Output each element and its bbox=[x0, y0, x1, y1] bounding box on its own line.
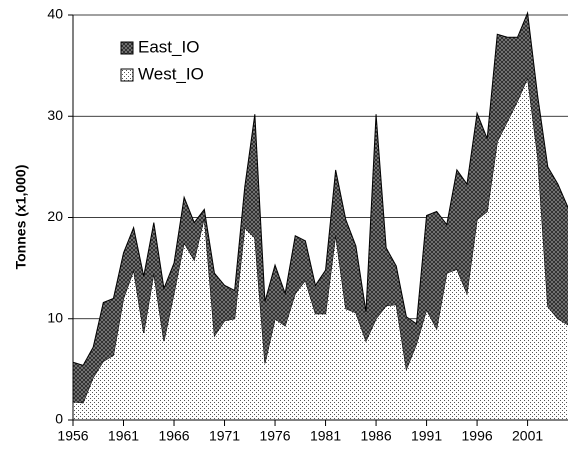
x-tick-label: 1966 bbox=[158, 428, 189, 444]
x-tick-label: 1961 bbox=[108, 428, 139, 444]
x-tick-label: 1981 bbox=[310, 428, 341, 444]
legend-label: East_IO bbox=[138, 37, 199, 56]
legend-swatch bbox=[120, 68, 134, 82]
y-tick-label: 40 bbox=[47, 6, 63, 22]
x-tick-label: 2001 bbox=[512, 428, 543, 444]
x-tick-label: 1956 bbox=[57, 428, 88, 444]
y-tick-label: 0 bbox=[55, 411, 63, 427]
area bbox=[73, 77, 568, 421]
x-tick-label: 1991 bbox=[411, 428, 442, 444]
x-tick-label: 1996 bbox=[462, 428, 493, 444]
area bbox=[73, 12, 568, 403]
x-tick-label: 1976 bbox=[259, 428, 290, 444]
y-tick-label: 10 bbox=[47, 309, 63, 325]
y-tick-label: 20 bbox=[47, 208, 63, 224]
x-tick-label: 1986 bbox=[360, 428, 391, 444]
y-tick-label: 30 bbox=[47, 107, 63, 123]
legend-swatch bbox=[120, 41, 134, 55]
area-edge bbox=[72, 11, 568, 366]
legend-label: West_IO bbox=[138, 64, 204, 83]
area-edge bbox=[72, 75, 568, 404]
y-axis-label: Tonnes (x1,000) bbox=[13, 165, 29, 270]
x-tick-label: 1971 bbox=[209, 428, 240, 444]
